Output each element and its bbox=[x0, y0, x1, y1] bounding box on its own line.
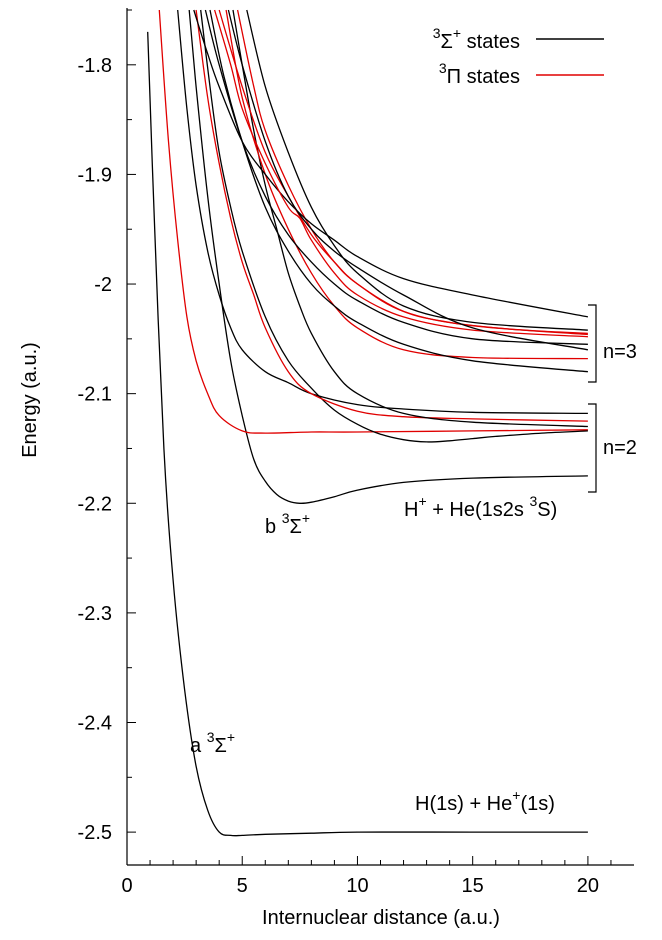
curve-pi-3 bbox=[158, 9, 588, 434]
curve-sigma-4 bbox=[200, 9, 588, 443]
x-tick-label: 10 bbox=[346, 875, 368, 897]
curve-sigma-5 bbox=[177, 9, 588, 415]
curve-sigma-7 bbox=[232, 9, 588, 428]
y-tick-labels: -1.8 -1.9 -2 -2.1 -2.2 -2.3 -2.4 -2.5 bbox=[78, 55, 112, 844]
axis-ticks bbox=[127, 9, 612, 865]
y-tick-label: -2.4 bbox=[78, 713, 112, 735]
y-axis-title: Energy (a.u.) bbox=[19, 342, 41, 458]
label-n2: n=2 bbox=[603, 437, 637, 459]
curve-pi-8 bbox=[225, 9, 588, 360]
curve-pi-15 bbox=[218, 9, 588, 336]
curve-sigma-16 bbox=[227, 9, 589, 351]
curve-pi-6 bbox=[195, 9, 588, 422]
y-tick-label: -2.2 bbox=[78, 493, 112, 515]
x-tick-label: 20 bbox=[577, 875, 599, 897]
x-tick-labels: 0 5 10 15 20 bbox=[121, 875, 599, 897]
x-axis-title: Internuclear distance (a.u.) bbox=[262, 907, 500, 929]
y-tick-label: -2 bbox=[94, 274, 112, 296]
curve-pi-13 bbox=[213, 9, 588, 338]
curve-sigma-14 bbox=[246, 9, 588, 331]
y-tick-label: -2.5 bbox=[78, 822, 112, 844]
x-tick-label: 5 bbox=[237, 875, 248, 897]
label-n3: n=3 bbox=[603, 341, 637, 363]
legend-label-pi: 3Π states bbox=[439, 60, 520, 88]
y-tick-label: -2.3 bbox=[78, 603, 112, 625]
series-group bbox=[147, 9, 589, 837]
bracket-n3 bbox=[588, 304, 597, 383]
bracket-n2 bbox=[588, 403, 597, 493]
curve-pi-11 bbox=[236, 9, 588, 335]
label-h-plus-he-asymptote: H+ + He(1s2s 3S) bbox=[404, 493, 557, 521]
y-tick-label: -2.1 bbox=[78, 384, 112, 406]
curve-sigma-2 bbox=[188, 9, 588, 505]
label-a-state: a 3Σ+ bbox=[190, 729, 235, 757]
label-b-state: b 3Σ+ bbox=[265, 510, 310, 538]
curve-sigma-1 bbox=[147, 31, 588, 837]
legend: 3Σ+ states 3Π states bbox=[433, 25, 604, 88]
curve-sigma-12 bbox=[193, 9, 589, 318]
curve-sigma-10 bbox=[204, 9, 588, 345]
x-tick-label: 15 bbox=[462, 875, 484, 897]
x-tick-label: 0 bbox=[121, 875, 132, 897]
label-h1s-he-asymptote: H(1s) + He+(1s) bbox=[415, 787, 555, 815]
y-tick-label: -1.8 bbox=[78, 55, 112, 77]
y-tick-label: -1.9 bbox=[78, 164, 112, 186]
legend-label-sigma: 3Σ+ states bbox=[433, 25, 520, 53]
